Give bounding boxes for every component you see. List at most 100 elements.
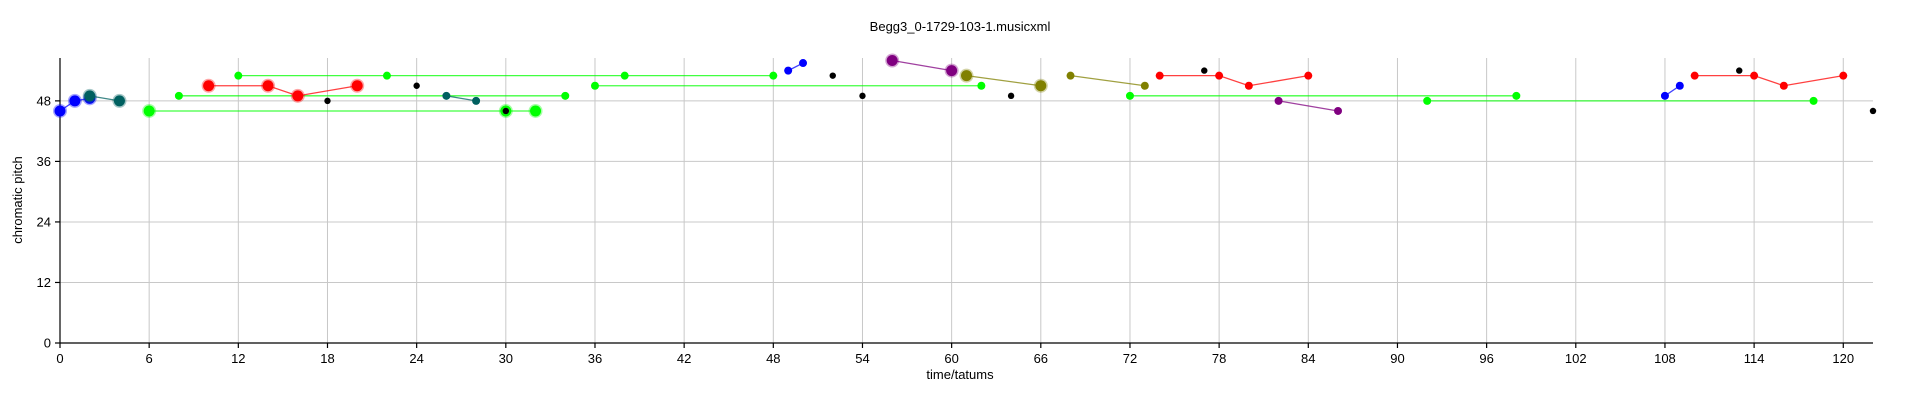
data-point [1274,96,1283,105]
series-line [1694,75,1844,87]
x-tick-label: 48 [766,351,780,366]
x-tick-label: 6 [146,351,153,366]
x-tick-label: 114 [1744,351,1765,366]
series-group [1660,81,1684,100]
y-tick-label: 0 [44,336,51,351]
data-point [382,71,391,80]
data-point [1512,91,1521,100]
data-point [1035,80,1047,92]
x-tick-label: 90 [1390,351,1404,366]
data-point [351,80,363,92]
data-point [859,92,866,100]
data-point [174,91,183,100]
data-point [769,71,778,80]
y-tick-label: 12 [37,275,51,290]
data-point [1215,71,1224,80]
x-tick-label: 42 [677,351,691,366]
data-point [1869,107,1877,115]
x-tick-labels: 0 6 12 18 24 30 36 42 48 54 60 66 72 78 84 90 96 102 108 11… [56,351,1854,366]
series-line [892,59,952,72]
series-group [201,78,365,103]
data-point [886,55,898,67]
data-point [1244,81,1253,90]
data-point [1423,96,1432,105]
x-tick-label: 84 [1301,351,1315,366]
series-group [784,59,808,75]
series-line [1070,75,1145,87]
x-tick-label: 78 [1212,351,1226,366]
x-tick-label: 54 [855,351,869,366]
series-line [1159,75,1309,87]
x-tick-label: 102 [1565,351,1587,366]
series-group [234,71,778,80]
data-point [1125,91,1134,100]
series-group [590,81,986,90]
data-point [1839,71,1848,80]
data-point [946,65,958,77]
x-tick-label: 36 [588,351,602,366]
data-point [54,105,66,117]
series-line [966,75,1041,87]
data-point [1066,71,1075,80]
data-point [1736,67,1743,74]
data-point [620,71,629,80]
series-group [442,91,481,105]
series-group [1690,71,1848,90]
data-point [203,80,215,92]
x-tick-label: 108 [1654,351,1676,366]
data-point [502,107,510,115]
x-tick-label: 96 [1479,351,1493,366]
data-point [784,66,793,75]
data-point [1779,81,1788,90]
data-point [977,81,986,90]
x-tick-label: 72 [1123,351,1137,366]
series-line [1278,100,1339,112]
data-point [530,105,542,117]
x-tick-label: 120 [1832,351,1854,366]
data-point [1750,71,1759,80]
series-group [82,88,127,108]
data-point [1304,71,1313,80]
data-point [1140,81,1149,90]
data-point [84,90,96,102]
x-tick-label: 66 [1034,351,1048,366]
y-tick-label: 24 [37,214,51,229]
series-group [142,103,543,118]
data-point [262,80,274,92]
data-point [442,91,451,100]
data-point [1809,96,1818,105]
x-tick-label: 18 [320,351,334,366]
data-point [829,72,836,79]
series-group [324,67,1877,115]
grid [60,58,1873,343]
data-point [1007,92,1015,100]
x-tick-label: 24 [409,351,423,366]
series-line [446,95,477,102]
data-point [799,59,808,68]
series-group [885,53,959,78]
series-line [208,85,358,97]
series-group [1155,71,1313,90]
x-tick-label: 0 [56,351,63,366]
data-point [234,71,243,80]
data-point [561,91,570,100]
data-point [961,70,972,82]
series-group [1274,96,1343,115]
data-point [113,95,125,107]
data-point [413,82,420,89]
data-point [1660,91,1669,100]
y-tick-label: 36 [37,154,51,169]
x-tick-label: 30 [499,351,513,366]
x-tick-label: 12 [231,351,245,366]
data-point [590,81,599,90]
y-tick-labels: 0 12 24 36 48 [37,93,51,350]
chart-title: Begg3_0-1729-103-1.musicxml [870,19,1051,34]
y-axis-label: chromatic pitch [10,156,25,243]
series [53,53,1877,118]
x-tick-label: 60 [944,351,958,366]
data-point [1334,106,1343,115]
data-point [292,90,304,102]
data-point [143,105,155,117]
series-group [174,91,570,100]
data-point [1155,71,1164,80]
